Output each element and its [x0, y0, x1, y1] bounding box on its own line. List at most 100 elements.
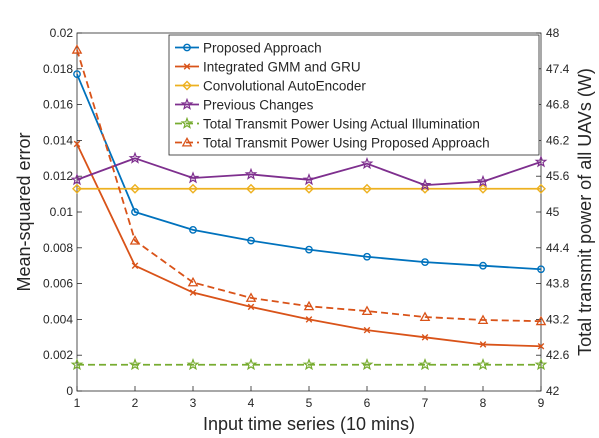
data-point	[537, 342, 545, 350]
legend-label: Proposed Approach	[203, 41, 322, 56]
right-tick-label: 46.8	[546, 98, 570, 112]
left-tick-label: 0.006	[43, 277, 73, 291]
legend-box	[168, 34, 540, 156]
left-axis-title: Mean-squared error	[14, 132, 34, 291]
legend-entry: Previous Changes	[175, 98, 314, 113]
left-tick-label: 0.01	[50, 205, 74, 219]
data-point	[246, 183, 256, 194]
legend-label: Total Transmit Power Using Actual Illumi…	[203, 117, 480, 132]
x-tick-label: 9	[538, 396, 545, 410]
series-3	[72, 183, 546, 194]
data-point	[534, 358, 548, 371]
right-tick-label: 48	[546, 26, 560, 40]
right-tick-label: 43.2	[546, 312, 570, 326]
series-line	[76, 157, 542, 187]
legend-entry: Convolutional AutoEncoder	[175, 79, 366, 94]
x-tick-label: 5	[306, 396, 313, 410]
data-point	[305, 316, 313, 323]
series-line	[76, 73, 542, 271]
x-axis-ticks: 1 2 3 4 5 6 7 8 9	[74, 386, 545, 410]
data-point	[534, 155, 548, 168]
right-tick-label: 46.2	[546, 133, 570, 147]
data-point	[247, 303, 255, 311]
data-point	[419, 311, 431, 322]
right-tick-label: 45	[546, 205, 560, 219]
left-tick-label: 0.014	[43, 133, 73, 147]
right-tick-label: 44.4	[546, 241, 570, 255]
legend-marker	[180, 116, 194, 129]
legend-marker	[181, 136, 193, 147]
data-point	[479, 341, 487, 348]
data-point	[476, 174, 490, 188]
data-point	[247, 236, 255, 245]
left-tick-label: 0.02	[50, 26, 74, 40]
data-point	[361, 305, 373, 316]
left-tick-label: 0.012	[43, 169, 73, 183]
data-point	[537, 265, 545, 274]
data-point	[244, 358, 258, 371]
legend-marker	[183, 43, 191, 52]
left-tick-label: 0.016	[43, 98, 73, 112]
data-point	[244, 167, 258, 180]
legend-entry: Total Transmit Power Using Proposed Appr…	[175, 136, 490, 151]
legend-marker	[180, 97, 194, 110]
left-tick-label: 0.004	[43, 312, 73, 326]
right-tick-label: 47.4	[546, 62, 570, 76]
data-point	[128, 151, 142, 164]
data-point	[245, 292, 257, 302]
series-6	[71, 44, 547, 326]
series-5	[70, 358, 548, 371]
data-point	[70, 358, 84, 371]
left-tick-label: 0.002	[43, 348, 73, 362]
data-point	[302, 173, 316, 186]
data-point	[363, 326, 371, 334]
right-axis-title: Total transmit power of all UAVs (W)	[575, 68, 595, 356]
data-point	[302, 358, 316, 371]
data-point	[131, 208, 139, 216]
data-point	[186, 171, 200, 184]
series-2	[73, 140, 545, 350]
x-tick-label: 2	[132, 396, 139, 410]
data-point	[71, 44, 83, 54]
data-point	[189, 225, 197, 234]
right-tick-label: 43.8	[546, 277, 570, 291]
x-tick-label: 8	[480, 396, 487, 410]
data-point	[128, 358, 142, 371]
data-point	[536, 183, 546, 194]
x-axis-title: Input time series (10 mins)	[203, 414, 415, 434]
legend-entry: Total Transmit Power Using Actual Illumi…	[175, 117, 480, 132]
right-axis-ticks: 42 42.6 43.2 43.8 44.4 45 45.6 46.2 46.8 47.4 48	[536, 26, 570, 398]
data-point	[131, 262, 139, 269]
data-point	[72, 183, 82, 194]
legend-label: Previous Changes	[203, 98, 314, 113]
series-layer	[70, 44, 548, 371]
data-point	[73, 140, 81, 148]
data-point	[535, 315, 547, 326]
series-1	[73, 70, 545, 274]
data-point	[130, 183, 140, 194]
legend-marker	[182, 80, 192, 91]
legend-marker	[183, 63, 191, 70]
legend-entry: Proposed Approach	[175, 41, 322, 56]
data-point	[305, 245, 313, 254]
data-point	[421, 258, 429, 267]
left-tick-label: 0	[66, 384, 73, 398]
legend-label: Total Transmit Power Using Proposed Appr…	[203, 136, 490, 151]
left-axis-ticks: 0 0.002 0.004 0.006 0.008 0.01 0.012 0.014 0.016…	[43, 26, 82, 398]
data-point	[478, 183, 488, 194]
x-tick-label: 1	[74, 396, 81, 410]
x-tick-label: 3	[190, 396, 197, 410]
data-point	[188, 183, 198, 194]
data-point	[360, 156, 374, 170]
data-point	[362, 183, 372, 194]
legend-label: Convolutional AutoEncoder	[203, 79, 366, 94]
data-point	[189, 289, 197, 296]
data-point	[129, 235, 141, 245]
x-tick-label: 4	[248, 396, 255, 410]
data-point	[360, 358, 374, 371]
data-point	[421, 334, 429, 341]
data-point	[73, 70, 81, 79]
data-point	[476, 358, 490, 371]
data-point	[304, 183, 314, 194]
